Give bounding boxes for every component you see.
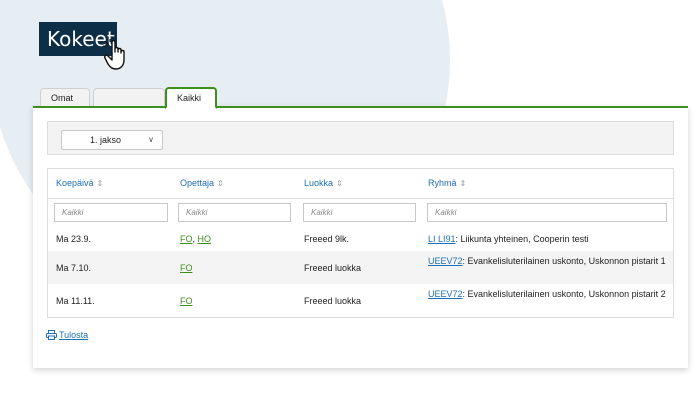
cell-teacher: FO, HO bbox=[180, 234, 212, 244]
teacher-link[interactable]: FO bbox=[180, 296, 193, 306]
tab-kaikki-label: Kaikki bbox=[177, 93, 202, 103]
teacher-link[interactable]: HO bbox=[197, 234, 212, 244]
sort-icon: ⇕ bbox=[336, 179, 343, 188]
teacher-link[interactable]: FO bbox=[180, 263, 193, 273]
group-description: : Evankelisluterilainen uskonto, Uskonno… bbox=[462, 289, 666, 299]
period-select[interactable]: 1. jakso ∨ bbox=[61, 130, 163, 150]
column-header-label: Luokka bbox=[304, 178, 334, 188]
sort-icon: ⇕ bbox=[459, 179, 467, 188]
sort-icon: ⇕ bbox=[96, 179, 104, 188]
group-link[interactable]: LI LI91 bbox=[428, 234, 456, 244]
column-header-label: Ryhmä bbox=[428, 178, 457, 188]
cell-date: Ma 7.10. bbox=[56, 263, 92, 273]
cell-class: Freeed 9lk. bbox=[304, 234, 350, 244]
cell-class: Freeed luokka bbox=[304, 296, 362, 306]
cell-date: Ma 23.9. bbox=[56, 234, 92, 244]
filter-input-class[interactable]: Kaikki bbox=[303, 203, 416, 222]
cell-group: LI LI91: Liikunta yhteinen, Cooperin tes… bbox=[428, 234, 668, 244]
group-description: : Liikunta yhteinen, Cooperin testi bbox=[455, 234, 589, 244]
sort-icon: ⇕ bbox=[217, 179, 224, 188]
cell-group: UEEV72: Evankelisluterilainen uskonto, U… bbox=[428, 288, 668, 300]
group-description: : Evankelisluterilainen uskonto, Uskonno… bbox=[462, 256, 666, 266]
teacher-link[interactable]: FO bbox=[180, 234, 193, 244]
column-header-group[interactable]: Ryhmä ⇕ bbox=[428, 178, 466, 188]
tab-omat[interactable]: Omat bbox=[40, 88, 90, 108]
group-link[interactable]: UEEV72 bbox=[428, 256, 463, 266]
column-header-label: Opettaja bbox=[180, 178, 215, 188]
table-header-row: Koepäivä ⇕ Opettaja ⇕ Luokka ⇕ Ryhmä ⇕ bbox=[48, 169, 673, 199]
column-header-teacher[interactable]: Opettaja ⇕ bbox=[180, 178, 224, 188]
cell-class: Freeed luokka bbox=[304, 263, 362, 273]
table-row: Ma 23.9. FO, HO Freeed 9lk. LI LI91: Lii… bbox=[48, 229, 673, 251]
tab-underline bbox=[33, 106, 688, 108]
column-header-date[interactable]: Koepäivä ⇕ bbox=[56, 178, 103, 188]
tab-omat-label: Omat bbox=[51, 93, 74, 103]
tab-hidden[interactable] bbox=[93, 88, 165, 108]
filter-input-group[interactable]: Kaikki bbox=[427, 203, 667, 222]
column-header-class[interactable]: Luokka ⇕ bbox=[304, 178, 343, 188]
filter-input-date[interactable]: Kaikki bbox=[54, 203, 168, 222]
chevron-down-icon: ∨ bbox=[148, 135, 154, 144]
period-select-value: 1. jakso bbox=[90, 135, 122, 145]
hand-cursor-icon bbox=[103, 39, 125, 70]
filter-input-teacher[interactable]: Kaikki bbox=[178, 203, 291, 222]
kokeet-label: Kokeet bbox=[47, 27, 115, 51]
kokeet-button[interactable]: Kokeet bbox=[39, 22, 117, 56]
print-link[interactable]: Tulosta bbox=[46, 330, 88, 340]
print-link-label[interactable]: Tulosta bbox=[59, 330, 89, 340]
table-row: Ma 11.11. FO Freeed luokka UEEV72: Evank… bbox=[48, 284, 673, 317]
exams-table: Koepäivä ⇕ Opettaja ⇕ Luokka ⇕ Ryhmä ⇕ Kaikk… bbox=[47, 168, 674, 318]
tab-kaikki[interactable]: Kaikki bbox=[165, 87, 217, 109]
cell-date: Ma 11.11. bbox=[56, 296, 95, 306]
group-link[interactable]: UEEV72 bbox=[428, 289, 463, 299]
cell-teacher: FO bbox=[180, 263, 193, 273]
cell-group: UEEV72: Evankelisluterilainen uskonto, U… bbox=[428, 255, 668, 267]
printer-icon bbox=[46, 330, 57, 340]
cell-teacher: FO bbox=[180, 296, 193, 306]
table-row: Ma 7.10. FO Freeed luokka UEEV72: Evanke… bbox=[48, 251, 673, 284]
column-header-label: Koepäivä bbox=[56, 178, 94, 188]
